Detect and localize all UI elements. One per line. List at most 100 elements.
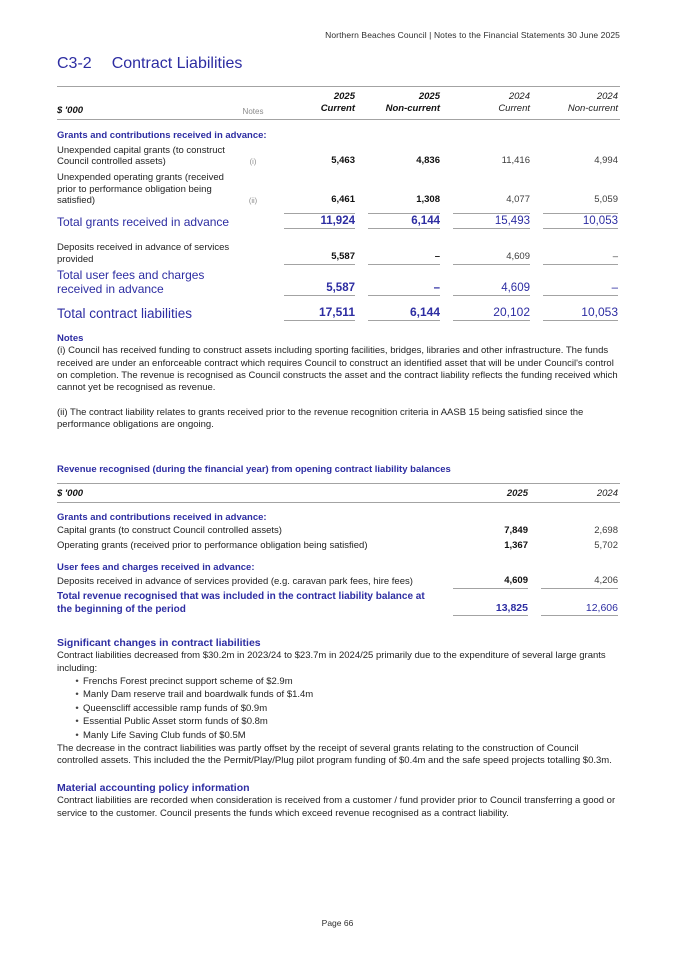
table-row-total-user-fees: Total user fees and charges received in …: [57, 268, 620, 297]
cell-value: 20,102: [453, 305, 530, 322]
unit-label: $ '000: [57, 488, 84, 500]
cell-value: –: [543, 251, 618, 265]
table-row-capital-grants-2: Capital grants (to construct Council con…: [57, 523, 620, 538]
unit-label: $ '000: [57, 104, 84, 116]
cell-value: 13,825: [453, 602, 528, 617]
table-row-deposits: Deposits received in advance of services…: [57, 242, 620, 265]
significant-changes-heading: Significant changes in contract liabilit…: [57, 637, 261, 650]
bullet-icon: •: [75, 675, 79, 687]
section-code: C3-2: [57, 55, 92, 72]
bullet-icon: •: [75, 729, 79, 741]
cell-value: 6,144: [368, 305, 440, 322]
list-item: • Queenscliff accessible ramp funds of $0…: [57, 702, 620, 715]
page-title: C3-2 Contract Liabilities: [57, 55, 620, 73]
cell-value: 4,206: [541, 573, 618, 590]
bullet-text: Manly Life Saving Club funds of $0.5M: [83, 729, 246, 741]
table-row-capital-grants: Unexpended capital grants (to construct …: [57, 145, 620, 167]
column-header-2025-noncurrent: 2025 Non-current: [355, 91, 440, 116]
cell-value: –: [543, 282, 618, 297]
bullet-icon: •: [75, 702, 79, 714]
cell-value: 4,077: [506, 193, 530, 205]
grand-total-label: Total contract liabilities: [57, 306, 193, 322]
column-type: Current: [498, 103, 530, 115]
row-label: Deposits received in advance of services…: [57, 242, 230, 265]
cell-value: 5,587: [284, 251, 355, 265]
bullet-text: Manly Dam reserve trail and boardwalk fu…: [83, 689, 314, 701]
cell-value: 4,609: [453, 251, 530, 265]
cell-value: 10,053: [543, 305, 618, 322]
row-label: Deposits received in advance of services…: [57, 576, 413, 588]
column-header-2025: 2025: [506, 488, 528, 500]
cell-value: 4,609: [453, 573, 528, 590]
total-row-label: Total user fees and charges received in …: [57, 267, 205, 297]
cell-value: 4,609: [453, 282, 530, 297]
section-heading-grants-2: Grants and contributions received in adv…: [57, 512, 267, 524]
revenue-recognised-heading: Revenue recognised (during the financial…: [57, 464, 451, 476]
table1-header-row: $ '000 Notes 2025 Current 2025 Non-curre…: [57, 86, 620, 120]
running-header: Northern Beaches Council | Notes to the …: [325, 30, 620, 40]
list-item: • Manly Life Saving Club funds of $0.5M: [57, 729, 620, 742]
bullet-text: Essential Public Asset storm funds of $0…: [83, 716, 268, 728]
column-header-2024-noncurrent: 2024 Non-current: [530, 91, 618, 116]
column-header-2025-current: 2025 Current: [271, 91, 355, 116]
cell-value: 6,144: [368, 215, 440, 230]
revenue-recognised-table: $ '000 2025 2024 Grants and contribution…: [57, 483, 620, 617]
table-row-operating-grants-2: Operating grants (received prior to perf…: [57, 538, 620, 553]
cell-value: 11,924: [284, 215, 355, 230]
material-policy-heading: Material accounting policy information: [57, 782, 250, 795]
row-label: Operating grants (received prior to perf…: [57, 540, 368, 552]
column-header-2024-current: 2024 Current: [440, 91, 530, 116]
cell-value: 1,367: [504, 540, 528, 552]
table-row-operating-grants: Unexpended operating grants (received pr…: [57, 172, 620, 206]
cell-value: 15,493: [453, 215, 530, 230]
contract-liabilities-table: $ '000 Notes 2025 Current 2025 Non-curre…: [57, 86, 620, 322]
cell-value: 17,511: [284, 305, 355, 322]
bullet-text: Frenchs Forest precinct support scheme o…: [83, 675, 293, 687]
list-item: • Essential Public Asset storm funds of $…: [57, 715, 620, 728]
total-row-label: Total grants received in advance: [57, 214, 230, 229]
cell-value: –: [368, 251, 440, 265]
note-i-text: (i) Council has received funding to cons…: [57, 345, 618, 393]
note-ref: (ii): [248, 195, 258, 205]
cell-value: 4,836: [416, 155, 440, 167]
table-row-total-contract-liabilities: Total contract liabilities 17,511 6,144 …: [57, 305, 620, 322]
note-ref: (i): [249, 157, 257, 167]
table-row-deposits-2: Deposits received in advance of services…: [57, 573, 620, 590]
notes-heading: Notes: [57, 333, 84, 345]
cell-value: 7,849: [504, 525, 528, 537]
column-year: 2025: [418, 91, 440, 102]
table-row-total-grants: Total grants received in advance 11,924 …: [57, 214, 620, 230]
cell-value: 4,994: [594, 155, 618, 167]
cell-value: 5,463: [331, 155, 355, 167]
column-type: Non-current: [385, 103, 440, 115]
page-number: Page 66: [321, 918, 354, 928]
cell-value: 5,059: [594, 193, 618, 205]
cell-value: 1,308: [416, 193, 440, 205]
column-year: 2024: [508, 91, 530, 102]
notes-column-label: Notes: [242, 106, 264, 116]
grants-bullet-list: • Frenchs Forest precinct support scheme …: [57, 675, 620, 742]
cell-value: –: [368, 282, 440, 297]
cell-value: 10,053: [543, 215, 618, 230]
page-content: Northern Beaches Council | Notes to the …: [57, 30, 620, 819]
section-title-text: Contract Liabilities: [111, 55, 243, 72]
table-rule: [57, 212, 620, 214]
column-header-2024: 2024: [596, 488, 618, 500]
row-label: Unexpended capital grants (to construct …: [57, 144, 225, 168]
cell-value: 5,702: [594, 540, 618, 552]
bullet-text: Queenscliff accessible ramp funds of $0.…: [83, 702, 268, 714]
total-row-label: Total revenue recognised that was includ…: [57, 591, 425, 615]
cell-value: 6,461: [331, 193, 355, 205]
cell-value: 5,587: [284, 282, 355, 297]
table2-header-row: $ '000 2025 2024: [57, 483, 620, 504]
table-row-total-revenue: Total revenue recognised that was includ…: [57, 591, 620, 617]
material-policy-body: Contract liabilities are recorded when c…: [57, 795, 616, 819]
section-heading-user-fees: User fees and charges received in advanc…: [57, 562, 255, 574]
column-year: 2025: [333, 91, 355, 102]
bullet-icon: •: [75, 716, 79, 728]
note-ii-text: (ii) The contract liability relates to g…: [57, 407, 584, 431]
significant-changes-outro: The decrease in the contract liabilities…: [57, 743, 612, 767]
row-label: Unexpended operating grants (received pr…: [57, 172, 224, 206]
list-item: • Manly Dam reserve trail and boardwalk f…: [57, 688, 620, 701]
